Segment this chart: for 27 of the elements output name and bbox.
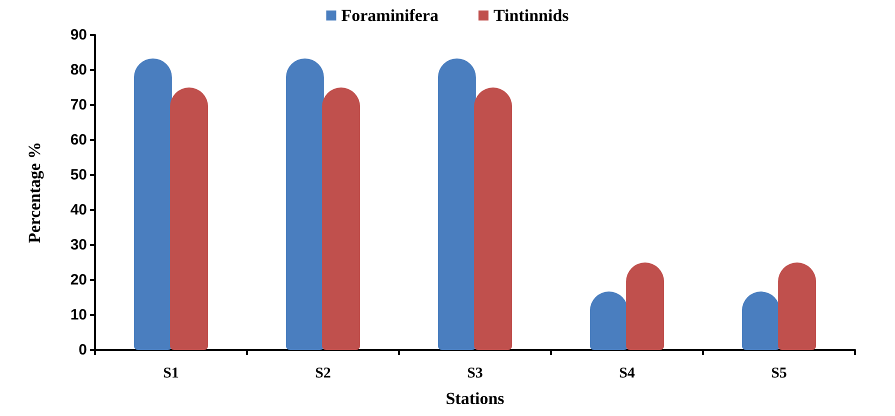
y-tick-label: 30	[70, 236, 87, 254]
bar	[170, 88, 208, 350]
bar	[438, 58, 476, 350]
y-tick-label: 0	[78, 342, 87, 358]
x-tick-label: S5	[771, 366, 787, 382]
y-tick-label: 50	[70, 166, 87, 184]
legend-label: Foraminifera	[341, 6, 439, 25]
y-tick-label: 60	[70, 132, 87, 148]
y-tick-label: 40	[70, 202, 87, 218]
bar	[778, 262, 816, 350]
y-tick-label: 20	[70, 272, 87, 288]
x-tick-label: S2	[315, 366, 331, 382]
y-tick-label: 90	[70, 26, 87, 44]
y-axis-title: Percentage %	[25, 142, 44, 244]
y-tick-label: 70	[70, 96, 87, 114]
y-tick-label: 80	[70, 62, 87, 78]
bar	[286, 58, 324, 350]
legend-label: Tintinnids	[493, 6, 570, 25]
x-axis-title: Stations	[446, 389, 505, 408]
bar	[626, 262, 664, 350]
x-tick-label: S3	[467, 366, 483, 382]
bar	[474, 88, 512, 350]
bar	[322, 88, 360, 350]
x-tick-label: S4	[619, 366, 636, 382]
x-tick-label: S1	[163, 366, 179, 382]
bar	[134, 58, 172, 350]
y-tick-label: 10	[70, 306, 87, 324]
